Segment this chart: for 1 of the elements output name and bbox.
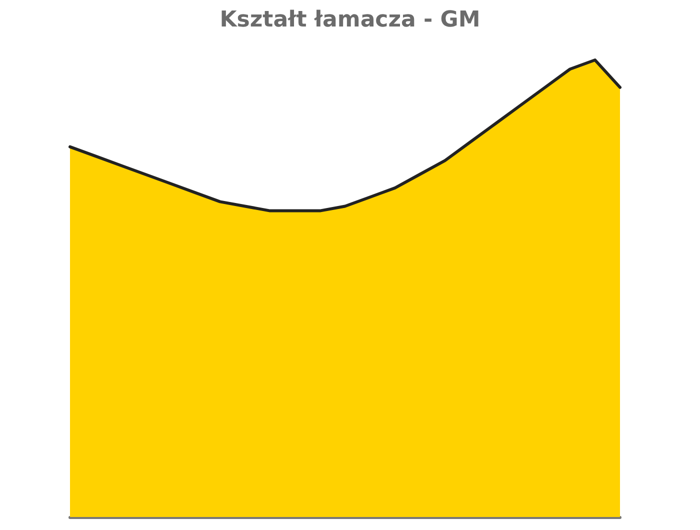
chart-title: Kształt łamacza - GM — [220, 8, 480, 32]
